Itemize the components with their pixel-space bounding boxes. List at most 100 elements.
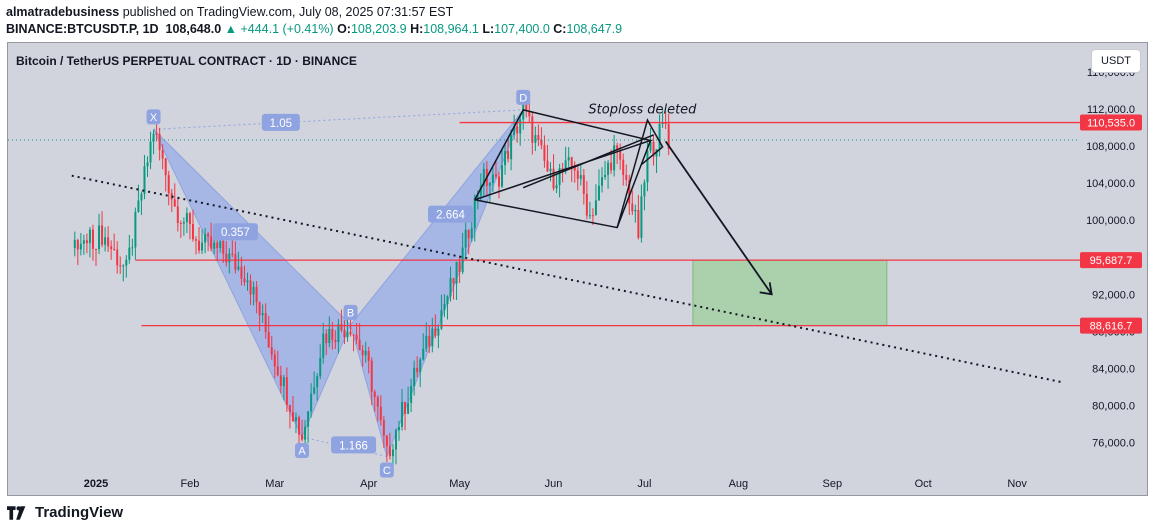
- candle-body: [458, 261, 461, 273]
- candle-body: [601, 177, 604, 186]
- candle-body: [661, 122, 664, 124]
- candle-body: [464, 229, 467, 248]
- trendline: [71, 174, 1063, 384]
- candle-body: [446, 296, 449, 304]
- candle-body: [207, 234, 210, 237]
- candle-body: [437, 328, 440, 336]
- ratio-badge-bg: [428, 205, 474, 223]
- candle-body: [440, 310, 443, 329]
- candle-body: [597, 185, 600, 201]
- candle-body: [549, 168, 552, 172]
- candle-body: [510, 135, 513, 160]
- candle-body: [340, 324, 343, 331]
- candle-body: [613, 145, 616, 171]
- candle-body: [122, 265, 125, 267]
- candle-body: [576, 170, 579, 179]
- candle-body: [388, 446, 391, 457]
- candle-body: [640, 196, 643, 238]
- candle-body: [119, 265, 122, 267]
- chart-pane[interactable]: X A B C D 1.05 0.357 1.166 2.664 Stoploss deleted…: [7, 42, 1148, 496]
- target-zone: [692, 259, 888, 327]
- high-label: H:: [410, 22, 424, 36]
- candle-body: [307, 411, 310, 427]
- harmonic-point-badge-bg: [295, 443, 310, 459]
- candle-body: [637, 209, 640, 238]
- candle-body: [504, 151, 507, 166]
- candle-body: [255, 286, 258, 303]
- author-name[interactable]: almatradebusiness: [6, 5, 120, 19]
- candle-body: [501, 165, 504, 187]
- candle-body: [104, 237, 107, 245]
- candle-body: [449, 278, 452, 297]
- candle-body: [373, 391, 376, 398]
- candle-body: [213, 242, 216, 249]
- harmonic-point-label: B: [347, 307, 354, 319]
- candle-body: [134, 211, 137, 248]
- candle-body: [91, 229, 94, 249]
- candle-body: [291, 412, 294, 422]
- candle-body: [482, 168, 485, 186]
- candle-body: [431, 328, 434, 347]
- candle-body: [404, 402, 407, 414]
- ratio-label: 1.05: [270, 118, 292, 130]
- candle-body: [534, 135, 537, 143]
- candle-body: [494, 174, 497, 177]
- candle-body: [279, 375, 282, 387]
- harmonic-point-badge-bg: [343, 304, 358, 320]
- candle-body: [237, 266, 240, 270]
- candle-body: [519, 119, 522, 134]
- candle-body: [98, 225, 101, 250]
- candle-body: [228, 253, 231, 263]
- candle-body: [546, 160, 549, 172]
- candle-body: [173, 199, 176, 207]
- candle-body: [537, 135, 540, 140]
- tradingview-footer[interactable]: TradingView: [7, 504, 123, 521]
- publication-header: almatradebusiness published on TradingVi…: [6, 4, 622, 38]
- candle-body: [425, 335, 428, 349]
- x-tick-label: Nov: [1007, 478, 1027, 490]
- candle-body: [185, 213, 188, 223]
- candle-body: [476, 195, 479, 199]
- candle-body: [625, 175, 628, 180]
- candle-body: [394, 430, 397, 450]
- ratio-label: 2.664: [436, 210, 465, 222]
- candle-body: [376, 397, 379, 407]
- currency-button[interactable]: USDT: [1091, 49, 1141, 73]
- tradingview-logo-icon: [7, 505, 26, 520]
- candle-body: [385, 435, 388, 447]
- candle-body: [113, 249, 116, 251]
- candle-body: [410, 386, 413, 403]
- candle-body: [155, 133, 158, 135]
- x-tick-label: Jun: [545, 478, 563, 490]
- candle-body: [507, 151, 510, 160]
- y-tick-label: 100,000.0: [1086, 215, 1135, 227]
- y-tick-label: 84,000.0: [1092, 363, 1135, 375]
- stoploss-annotation: Stoploss deleted: [588, 103, 697, 118]
- candle-body: [143, 166, 146, 194]
- candle-body: [398, 426, 400, 431]
- ratio-badge-bg: [331, 436, 377, 454]
- price-level-tag: 88,616.7: [1090, 321, 1133, 333]
- candle-body: [313, 387, 316, 394]
- candle-body: [210, 236, 213, 249]
- chart-canvas[interactable]: X A B C D 1.05 0.357 1.166 2.664 Stoploss deleted…: [8, 43, 1147, 495]
- candle-body: [298, 417, 301, 435]
- candle-body: [331, 328, 334, 340]
- candle-body: [125, 259, 128, 266]
- candle-body: [164, 158, 167, 176]
- candle-body: [361, 350, 364, 356]
- last-price: 108,648.0: [165, 22, 222, 36]
- candle-body: [270, 347, 273, 355]
- wedge-upper: [474, 109, 654, 201]
- candle-body: [585, 193, 588, 216]
- candle-body: [219, 240, 222, 248]
- candle-body: [582, 175, 585, 194]
- candle-body: [513, 126, 516, 136]
- harmonic-point-label: D: [519, 92, 527, 104]
- harmonic-point-label: C: [383, 465, 391, 477]
- candle-body: [355, 335, 358, 340]
- candle-body: [643, 182, 646, 197]
- price-level-tag: 95,687.7: [1090, 255, 1133, 267]
- candle-body: [622, 159, 625, 176]
- candle-body: [658, 123, 661, 150]
